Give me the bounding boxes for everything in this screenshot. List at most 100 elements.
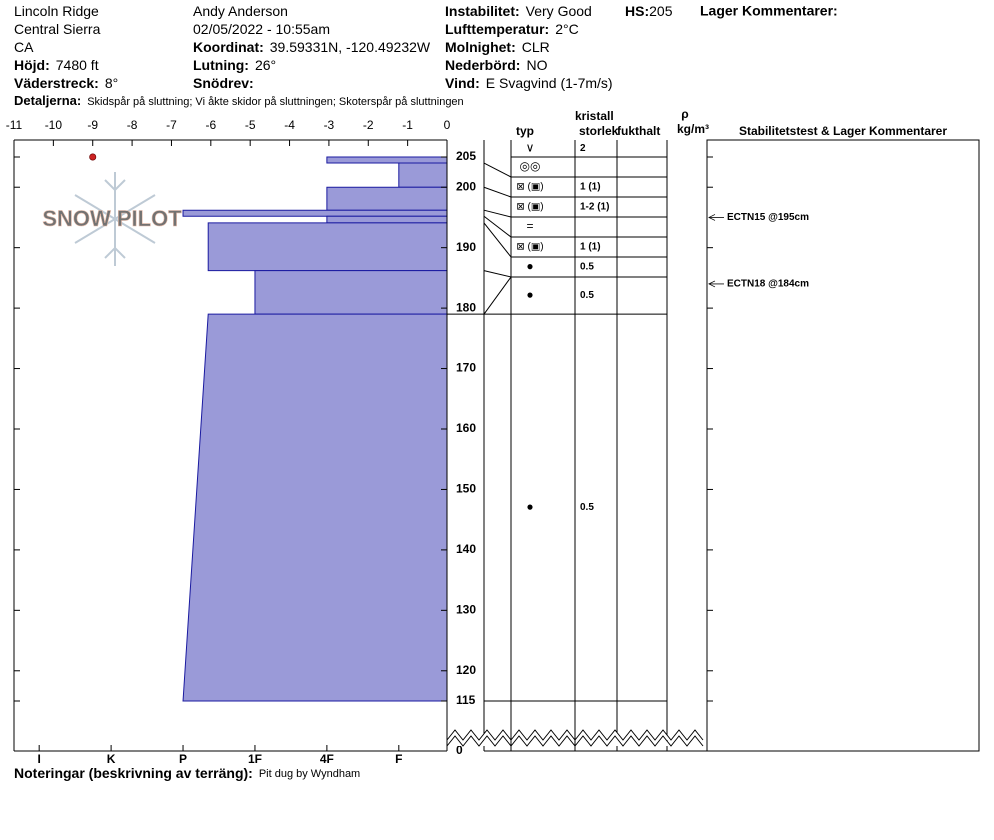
- temp-tick-label: -4: [284, 118, 295, 132]
- test-arrowhead: [708, 280, 716, 288]
- field-value: CLR: [522, 39, 550, 55]
- grain-type: ●: [526, 500, 533, 514]
- temp-tick-label: -5: [245, 118, 256, 132]
- field-value: 2°C: [555, 21, 579, 37]
- details: Detaljerna: Skidspår på sluttning; Vi åkt…: [14, 93, 464, 108]
- temp-tick-label: -1: [402, 118, 413, 132]
- height-tick-label: 205: [456, 149, 476, 163]
- header-text: Andy Anderson: [193, 3, 288, 19]
- test-label: ECTN15 @195cm: [727, 212, 809, 223]
- field-label: Lufttemperatur:: [445, 21, 549, 37]
- layer-connector: [483, 209, 512, 218]
- height-tick-label: 150: [456, 482, 476, 496]
- footer-notes: Noteringar (beskrivning av terräng): Pit …: [14, 765, 360, 781]
- header-field: Molnighet: CLR: [445, 39, 550, 55]
- grain-type: =: [526, 219, 533, 233]
- snowflake: [74, 172, 156, 266]
- layer-comments-title: Lager Kommentarer:: [700, 3, 838, 19]
- logo: SNOW PILOT: [42, 172, 183, 266]
- temp-tick-label: -10: [45, 118, 63, 132]
- header-field: Koordinat: 39.59331N, -120.49232W: [193, 39, 431, 55]
- header-text: Central Sierra: [14, 21, 101, 37]
- grain-type: ●: [526, 288, 533, 302]
- grain-type: ⊠ (▣): [516, 242, 543, 253]
- grain-type: ⊠ (▣): [516, 202, 543, 213]
- temp-tick-label: -3: [324, 118, 335, 132]
- hardness-layer: [207, 222, 448, 272]
- height-tick-label: 120: [456, 663, 476, 677]
- temp-tick-label: -8: [127, 118, 138, 132]
- hardness-tick-label: F: [395, 752, 402, 766]
- grain-type: ⊠ (▣): [516, 182, 543, 193]
- layer-connector: [483, 222, 512, 258]
- temp-tick-label: -9: [87, 118, 98, 132]
- header-field: Höjd: 7480 ft: [14, 57, 99, 73]
- grain-size: 0.5: [580, 502, 594, 513]
- grain-size: 1 (1): [580, 242, 601, 253]
- grain-size: 1 (1): [580, 182, 601, 193]
- hardness-layer: [254, 270, 448, 315]
- field-label: HS:: [625, 3, 649, 19]
- temp-tick-label: -7: [166, 118, 177, 132]
- header-field: Vind: E Svagvind (1-7m/s): [445, 75, 613, 91]
- grain-size: 0.5: [580, 262, 594, 273]
- field-value: 26°: [255, 57, 276, 73]
- hardness-tick-label: 4F: [320, 752, 334, 766]
- header-field: Nederbörd: NO: [445, 57, 548, 73]
- field-value: 39.59331N, -120.49232W: [270, 39, 431, 55]
- header-text: CA: [14, 39, 34, 55]
- field-label: Noteringar (beskrivning av terräng):: [14, 765, 253, 781]
- layer-connector: [483, 276, 512, 315]
- layer-connector: [483, 186, 512, 198]
- header-text: 02/05/2022 - 10:55am: [193, 21, 330, 37]
- field-value: E Svagvind (1-7m/s): [486, 75, 613, 91]
- test-arrowhead: [708, 214, 716, 221]
- grain-type: ●: [526, 259, 533, 273]
- temp-tick-label: -2: [363, 118, 374, 132]
- field-label: Höjd:: [14, 57, 50, 73]
- header-field: 02/05/2022 - 10:55am: [193, 21, 330, 37]
- header-field: Lincoln Ridge: [14, 3, 99, 19]
- height-tick-label: 170: [456, 361, 476, 375]
- field-value: 205: [649, 3, 673, 19]
- field-label: Detaljerna:: [14, 93, 81, 108]
- header-field: Central Sierra: [14, 21, 101, 37]
- field-label: Koordinat:: [193, 39, 264, 55]
- hardness-layer: [182, 209, 448, 217]
- hardness-tick-label: I: [38, 752, 41, 766]
- table-header: ρ: [681, 107, 688, 121]
- height-tick-label: 160: [456, 421, 476, 435]
- table-header: Stabilitetstest & Lager Kommentarer: [739, 124, 947, 138]
- height-base-label: 0: [456, 743, 463, 757]
- layer-connector: [483, 215, 512, 238]
- grain-size: 2: [580, 143, 586, 154]
- field-label: Instabilitet:: [445, 3, 520, 19]
- header-field: Instabilitet: Very Good: [445, 3, 592, 19]
- field-value: Skidspår på sluttning; Vi åkte skidor på…: [87, 96, 463, 108]
- temp-tick-label: -6: [205, 118, 216, 132]
- table-header: storlek: [579, 124, 619, 138]
- table-header: kg/m³: [677, 122, 709, 136]
- height-tick-label: 190: [456, 240, 476, 254]
- hardness-layer: [326, 186, 448, 211]
- height-tick-label: 200: [456, 179, 476, 193]
- field-label: Snödrev:: [193, 75, 254, 91]
- test-label: ECTN18 @184cm: [727, 279, 809, 290]
- comments-box: [706, 139, 980, 752]
- table-header: kristall: [575, 109, 614, 123]
- field-value: NO: [526, 57, 547, 73]
- grain-type: ◎◎: [520, 159, 541, 173]
- field-label: Väderstreck:: [14, 75, 99, 91]
- field-value: 8°: [105, 75, 118, 91]
- temperature-point: [89, 153, 97, 161]
- header-field: Väderstreck: 8°: [14, 75, 118, 91]
- header-field: CA: [14, 39, 34, 55]
- hardness-layer: [398, 162, 448, 188]
- hardness-layer: [326, 215, 448, 224]
- field-value: Pit dug by Wyndham: [259, 768, 360, 780]
- hs-field: HS:205: [625, 3, 673, 19]
- temp-tick-label: 0: [444, 118, 451, 132]
- axis-break: [446, 735, 704, 747]
- layer-connector: [483, 162, 512, 178]
- grain-size: 1-2 (1): [580, 202, 609, 213]
